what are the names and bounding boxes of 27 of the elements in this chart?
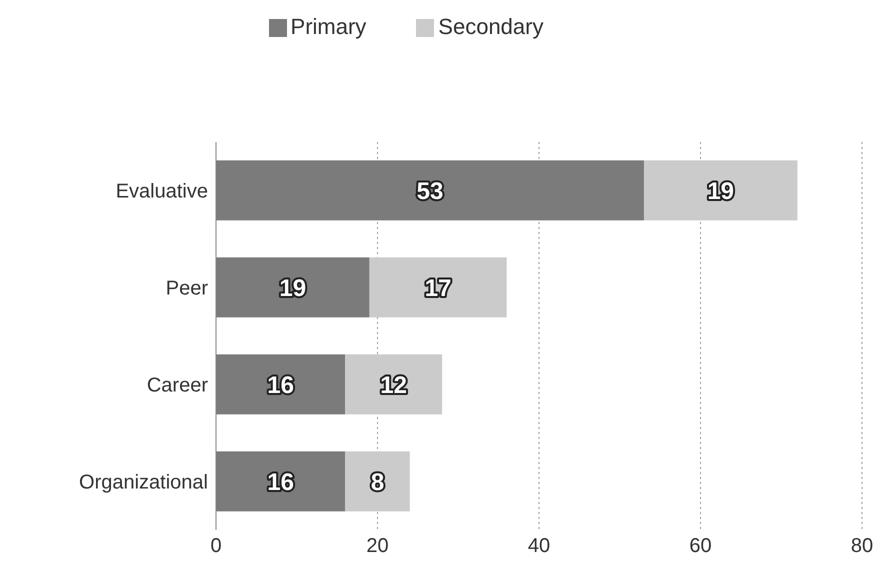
y-tick-label: Evaluative bbox=[116, 180, 208, 203]
bar bbox=[216, 354, 346, 414]
legend-label: Primary bbox=[290, 14, 366, 39]
data-label: 19 bbox=[279, 274, 306, 302]
data-label: 17 bbox=[424, 274, 452, 302]
data-label: 19 bbox=[707, 178, 734, 205]
legend-label: Secondary bbox=[438, 14, 544, 39]
y-tick-label: Peer bbox=[166, 278, 208, 300]
bar bbox=[644, 160, 798, 220]
data-label: 16 bbox=[267, 372, 294, 399]
x-tick-label: 0 bbox=[210, 535, 222, 558]
bar bbox=[345, 451, 410, 512]
y-tick-label: Career bbox=[146, 374, 208, 397]
bar bbox=[216, 160, 644, 220]
bar bbox=[345, 354, 442, 414]
data-label: 53 bbox=[416, 178, 444, 205]
data-label: 16 bbox=[267, 468, 294, 496]
x-tick-label: 20 bbox=[366, 535, 389, 558]
data-label: 8 bbox=[370, 468, 384, 496]
data-label: 12 bbox=[380, 372, 407, 399]
x-tick-label: 80 bbox=[850, 535, 874, 558]
y-tick-label: Organizational bbox=[79, 472, 208, 494]
x-tick-label: 60 bbox=[689, 535, 712, 558]
bar bbox=[216, 257, 370, 318]
bar bbox=[216, 451, 346, 512]
bar bbox=[369, 257, 507, 318]
x-tick-label: 40 bbox=[528, 535, 550, 558]
